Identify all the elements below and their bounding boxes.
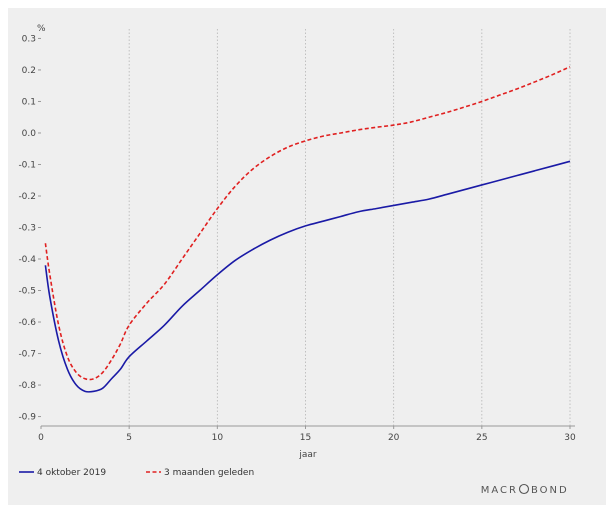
y-tick-label: 0.3 (22, 34, 36, 44)
line-chart: 0 5 10 15 20 25 30 0.3 0.2 0.1 0.0 -0.1 -0.2 -0.3 -0.4… (18, 24, 576, 496)
y-tick-label: -0.3 (18, 224, 36, 234)
macrobond-logo: MACR BOND (481, 483, 569, 496)
brand-prefix: MACR (481, 485, 518, 496)
x-tick-label: 0 (38, 433, 44, 443)
y-tick-label: 0.2 (22, 66, 36, 76)
chart-frame: 0 5 10 15 20 25 30 0.3 0.2 0.1 0.0 -0.1 -0.2 -0.3 -0.4… (8, 8, 606, 505)
x-tick-label: 25 (476, 433, 487, 443)
y-tick-label: 0.0 (22, 129, 37, 139)
y-axis-label: % (37, 24, 46, 34)
y-tick-label: -0.9 (18, 413, 36, 423)
series-lines (44, 66, 571, 393)
series-line-2 (44, 66, 571, 381)
grid-lines (128, 29, 571, 426)
y-tick-label: -0.5 (18, 287, 36, 297)
x-tick-label: 15 (300, 433, 311, 443)
y-tick-label: -0.6 (18, 318, 36, 328)
y-tick-label: -0.2 (18, 192, 36, 202)
brand-suffix: BOND (531, 485, 569, 496)
x-tick-label: 20 (388, 433, 400, 443)
y-tick-label: -0.4 (18, 255, 36, 265)
legend: 4 oktober 2019 3 maanden geleden (19, 468, 254, 478)
y-tick-label: -0.7 (18, 350, 36, 360)
y-tick-label: 0.1 (22, 97, 36, 107)
x-tick-label: 30 (564, 433, 576, 443)
brand-o-circle (518, 483, 530, 495)
legend-label-series-2: 3 maanden geleden (164, 468, 254, 478)
x-axis-label: jaar (298, 450, 317, 460)
y-tick-label: -0.8 (18, 381, 36, 391)
series-line-1 (44, 160, 571, 393)
legend-label-series-1: 4 oktober 2019 (37, 468, 106, 478)
axis-ticks: 0 5 10 15 20 25 30 0.3 0.2 0.1 0.0 -0.1 -0.2 -0.3 -0.4… (18, 34, 576, 443)
x-tick-label: 5 (126, 433, 132, 443)
y-tick-label: -0.1 (18, 160, 36, 170)
x-tick-label: 10 (212, 433, 224, 443)
